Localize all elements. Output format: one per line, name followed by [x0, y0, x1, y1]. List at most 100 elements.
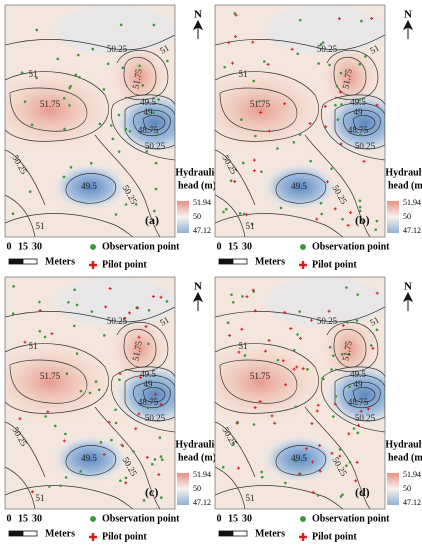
pilot-point — [338, 90, 342, 94]
colorbar-tick-label: 47.12 — [193, 498, 211, 507]
panel-label: (a) — [145, 213, 159, 227]
legend-entry: Observation point — [312, 241, 390, 252]
colorbar-tick-label: 51.94 — [193, 470, 211, 479]
scale-tick-label: 0 — [7, 241, 12, 252]
observation-point — [294, 405, 298, 409]
observation-point — [238, 212, 242, 215]
observation-point — [59, 484, 62, 488]
observation-point — [258, 99, 261, 103]
contour-line — [352, 387, 376, 403]
panel-label: (b) — [355, 213, 370, 227]
pilot-point — [237, 350, 241, 354]
observation-point — [111, 137, 115, 141]
contour-line — [142, 115, 166, 131]
contour-line — [124, 102, 175, 150]
observation-point — [321, 376, 324, 380]
pilot-point-icon — [299, 533, 307, 541]
scale-unit: Meters — [255, 256, 285, 267]
observation-point — [296, 333, 299, 336]
observation-point — [331, 415, 335, 418]
observation-point — [341, 217, 344, 221]
pilot-point — [289, 327, 293, 331]
pilot-point — [283, 102, 287, 106]
observation-point — [64, 432, 67, 436]
contour-label: 51 — [29, 69, 38, 79]
pilot-point — [159, 295, 163, 299]
pilot-point — [233, 35, 237, 39]
colorbar-tick-label: 47.12 — [193, 226, 211, 235]
pilot-point — [263, 349, 267, 353]
observation-point — [147, 308, 151, 312]
contour-label: 51 — [246, 221, 255, 231]
pilot-point — [266, 62, 270, 66]
contour-label: 49.5 — [350, 97, 366, 107]
colorbar — [387, 473, 399, 505]
observation-point — [317, 62, 320, 65]
legend-entry: Pilot point — [102, 531, 147, 542]
legend-title: head (m) — [388, 452, 422, 463]
contour-label: 50.25 — [355, 141, 376, 151]
contour-line — [5, 306, 175, 323]
map — [5, 277, 175, 509]
contour-label: 51.75 — [130, 68, 143, 90]
observation-point — [279, 206, 283, 210]
contour-label: 51.75 — [250, 99, 271, 109]
contour-line — [326, 49, 379, 101]
pilot-point — [355, 460, 359, 464]
contour-line — [275, 173, 327, 204]
pilot-point — [30, 490, 34, 494]
observation-point — [252, 423, 256, 426]
contour-line — [352, 115, 376, 131]
observation-point — [231, 300, 235, 304]
contour-label: 48.75 — [348, 125, 369, 135]
pilot-point — [23, 340, 27, 344]
observation-point — [53, 424, 57, 428]
observation-point — [28, 190, 32, 193]
observation-point — [43, 335, 47, 339]
pilot-point — [273, 421, 277, 425]
observation-point — [222, 210, 225, 214]
observation-point — [38, 329, 42, 333]
pilot-point — [234, 13, 238, 17]
observation-point — [335, 84, 339, 88]
observation-point — [341, 493, 344, 497]
pilot-point — [253, 406, 257, 410]
colorbar-tick-label: 50 — [403, 212, 411, 221]
pilot-point — [144, 324, 148, 328]
pilot-point — [347, 432, 351, 436]
legend-title: Hydraulic — [175, 167, 219, 178]
observation-point — [231, 442, 235, 445]
pilot-point — [349, 211, 353, 215]
map-frame — [4, 4, 176, 238]
observation-point — [121, 66, 125, 70]
observation-point — [375, 328, 379, 332]
observation-point — [334, 103, 337, 107]
pilot-point — [159, 402, 163, 406]
observation-point — [356, 293, 360, 296]
contour-label: 51 — [29, 341, 38, 351]
pilot-point — [359, 409, 363, 413]
contour-label: 50.25 — [355, 413, 376, 423]
pilot-point — [251, 288, 255, 292]
scale-bar — [218, 258, 234, 265]
observation-point — [35, 76, 38, 80]
observation-point — [347, 353, 351, 356]
contour-line — [321, 366, 385, 433]
contour-label: 50.25 — [317, 44, 338, 54]
map-frame — [4, 276, 176, 510]
pilot-point — [102, 452, 106, 456]
contour-line — [5, 34, 175, 51]
pilot-point — [267, 338, 271, 342]
observation-point — [332, 354, 335, 358]
scale-bar — [232, 530, 248, 537]
observation-point — [117, 150, 121, 153]
scale-tick-label: 0 — [7, 513, 12, 524]
contour-line — [111, 94, 175, 161]
observation-point — [339, 495, 343, 498]
contour-line — [215, 149, 256, 237]
observation-point — [260, 475, 264, 479]
contour-line — [111, 366, 175, 433]
observation-point — [358, 205, 362, 209]
pilot-point — [370, 16, 374, 20]
